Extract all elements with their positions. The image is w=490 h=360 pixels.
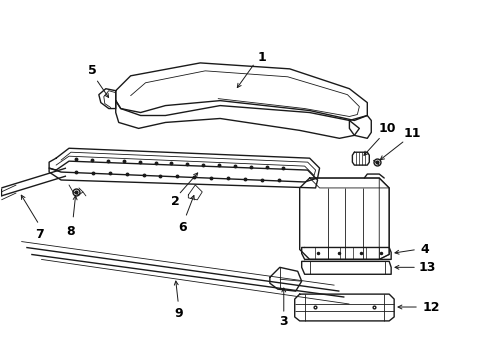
Text: 2: 2 — [171, 195, 180, 208]
Text: 8: 8 — [67, 225, 75, 238]
Text: 7: 7 — [35, 228, 44, 241]
Text: 1: 1 — [258, 51, 266, 64]
Text: 9: 9 — [174, 307, 183, 320]
Text: 13: 13 — [418, 261, 436, 274]
Text: 5: 5 — [89, 64, 97, 77]
Text: 11: 11 — [403, 127, 421, 140]
Text: 12: 12 — [422, 301, 440, 314]
Text: 10: 10 — [378, 122, 396, 135]
Text: 6: 6 — [178, 221, 187, 234]
Text: 3: 3 — [279, 315, 288, 328]
Text: 4: 4 — [420, 243, 429, 256]
